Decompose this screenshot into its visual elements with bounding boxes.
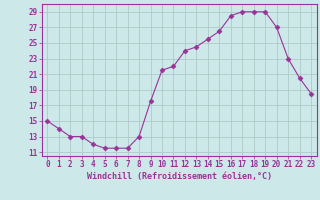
X-axis label: Windchill (Refroidissement éolien,°C): Windchill (Refroidissement éolien,°C) bbox=[87, 172, 272, 181]
